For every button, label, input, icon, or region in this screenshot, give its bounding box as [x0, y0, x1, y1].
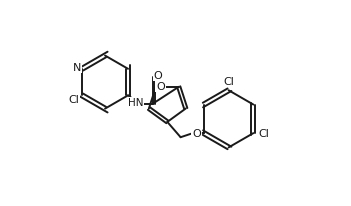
- Text: N: N: [73, 63, 81, 73]
- Text: Cl: Cl: [259, 129, 270, 138]
- Text: Cl: Cl: [68, 95, 79, 104]
- Text: O: O: [156, 81, 165, 91]
- Text: O: O: [154, 71, 163, 81]
- Text: Cl: Cl: [223, 77, 234, 87]
- Text: HN: HN: [128, 98, 144, 108]
- Text: O: O: [192, 128, 201, 138]
